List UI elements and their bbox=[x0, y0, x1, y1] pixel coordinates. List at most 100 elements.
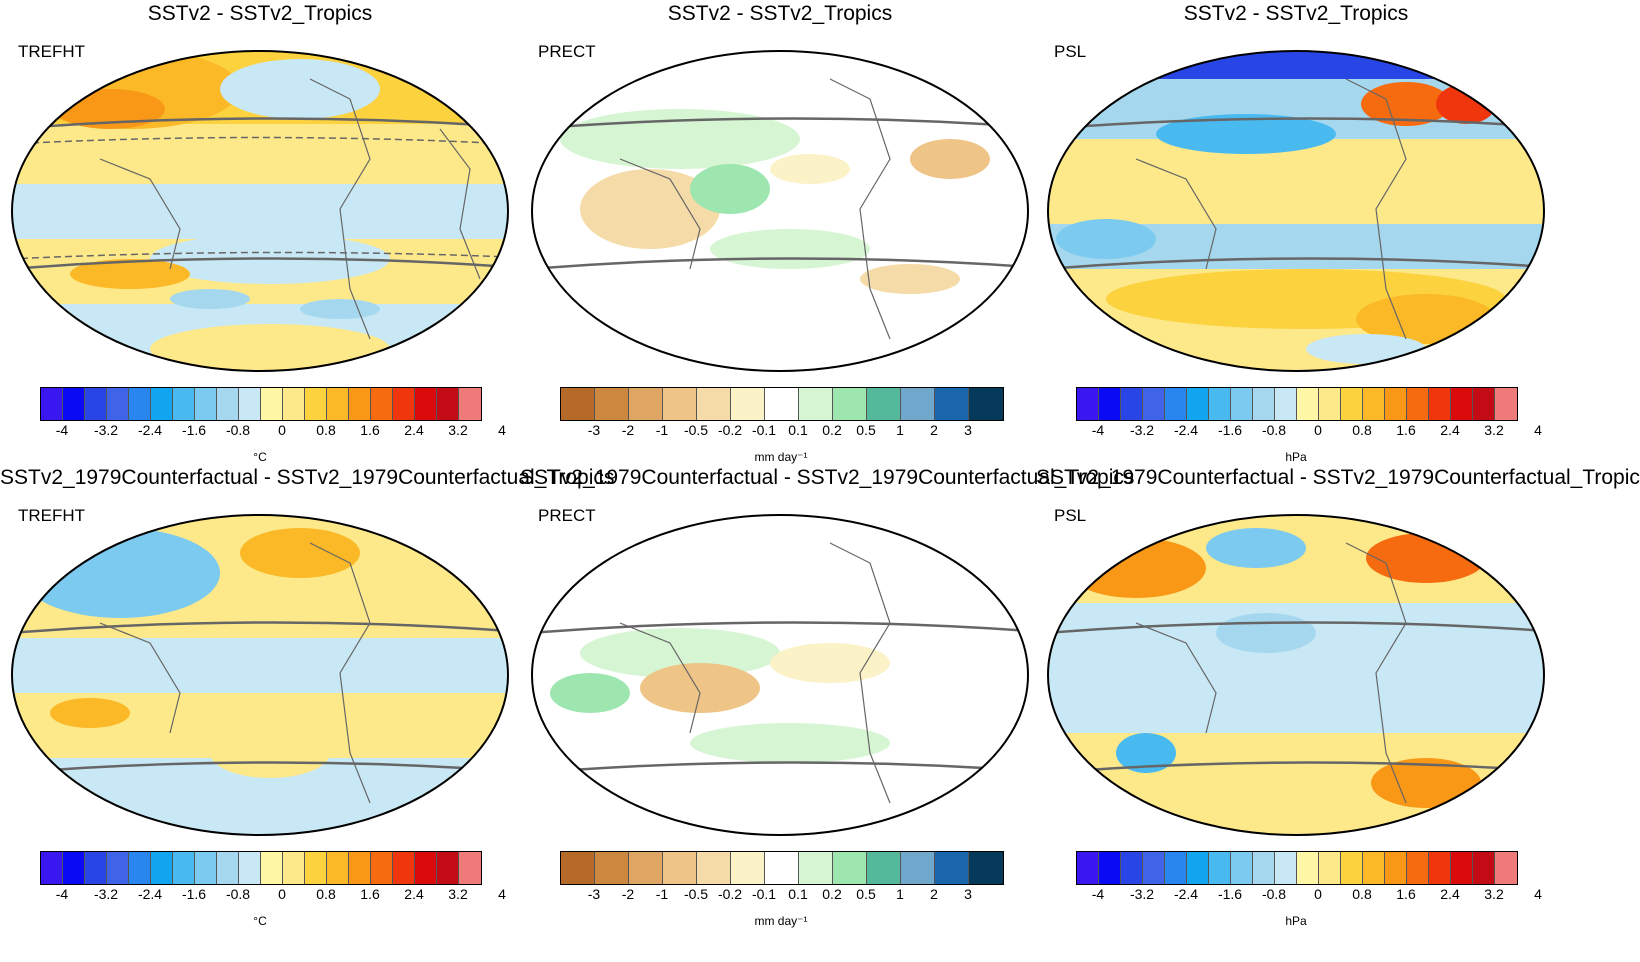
colorbar-box bbox=[107, 388, 129, 420]
colorbar-box bbox=[1429, 852, 1451, 884]
colorbar-tick-label: -0.1 bbox=[751, 422, 777, 438]
colorbar-box bbox=[217, 388, 239, 420]
unit-label: °C bbox=[253, 914, 267, 928]
colorbar-tick-label: 0.2 bbox=[822, 886, 842, 902]
colorbar-tick-label: -1.6 bbox=[1217, 422, 1243, 438]
colorbar-tick-label: 3.2 bbox=[1484, 886, 1504, 902]
colorbar-box bbox=[1451, 388, 1473, 420]
colorbar-box bbox=[1077, 388, 1099, 420]
colorbar-box bbox=[195, 852, 217, 884]
panel-psl-bottom: SSTv2_1979Counterfactual - SSTv2_1979Cou… bbox=[1036, 466, 1640, 928]
colorbar-tick-label: 3 bbox=[964, 422, 972, 438]
unit-label: mm day⁻¹ bbox=[754, 450, 808, 464]
colorbar-box bbox=[595, 852, 629, 884]
colorbar-ticks: -4 -3.2 -2.4 -1.6 -0.8 0 0.8 1.6 2.4 3.2 4 bbox=[40, 886, 506, 906]
colorbar-box bbox=[349, 852, 371, 884]
colorbar-box bbox=[63, 388, 85, 420]
colorbar-box bbox=[1253, 388, 1275, 420]
colorbar-tick-label: 0.8 bbox=[1352, 422, 1372, 438]
variable-label: TREFHT bbox=[18, 506, 86, 525]
colorbar-box bbox=[1429, 388, 1451, 420]
variable-label: PSL bbox=[1054, 506, 1087, 525]
colorbar-box bbox=[1495, 388, 1517, 420]
colorbar-tick-label: 1 bbox=[896, 422, 904, 438]
colorbar-box bbox=[765, 388, 799, 420]
colorbar-tick-label: 2.4 bbox=[1440, 886, 1460, 902]
colorbar-tick-label: 0.2 bbox=[822, 422, 842, 438]
colorbar-box bbox=[1495, 852, 1517, 884]
unit-label: mm day⁻¹ bbox=[754, 914, 808, 928]
colorbar-tick-label: 4 bbox=[1534, 422, 1542, 438]
variable-label: PRECT bbox=[538, 42, 596, 61]
colorbar-box bbox=[371, 852, 393, 884]
colorbar-box bbox=[1385, 852, 1407, 884]
colorbar-tick-label: -1 bbox=[655, 422, 669, 438]
colorbar-tick-label: -0.8 bbox=[225, 886, 251, 902]
colorbar-box bbox=[1165, 852, 1187, 884]
colorbar-ticks: -3 -2 -1 -0.5 -0.2 -0.1 0.1 0.2 0.5 1 2 3 bbox=[560, 422, 1002, 442]
colorbar-tick-label: -1 bbox=[655, 886, 669, 902]
colorbar-tick-label: 0.5 bbox=[856, 886, 876, 902]
colorbar bbox=[40, 387, 482, 421]
colorbar-box bbox=[195, 388, 217, 420]
colorbar-box bbox=[239, 852, 261, 884]
colorbar-tick-label: 3.2 bbox=[448, 886, 468, 902]
colorbar-box bbox=[1143, 388, 1165, 420]
colorbar-box bbox=[437, 852, 459, 884]
variable-label: PSL bbox=[1054, 42, 1087, 61]
panel-title: SSTv2_1979Counterfactual - SSTv2_1979Cou… bbox=[1036, 466, 1640, 489]
colorbar-box bbox=[595, 388, 629, 420]
colorbar-box bbox=[1297, 388, 1319, 420]
colorbar-tick-label: 0 bbox=[1314, 886, 1322, 902]
colorbar-tick-label: 3 bbox=[964, 886, 972, 902]
colorbar-box bbox=[393, 852, 415, 884]
colorbar-tick-label: -0.5 bbox=[683, 422, 709, 438]
colorbar-box bbox=[305, 388, 327, 420]
colorbar-box bbox=[1275, 852, 1297, 884]
colorbar-tick-label: -1.6 bbox=[181, 886, 207, 902]
colorbar-box bbox=[663, 388, 697, 420]
colorbar bbox=[1076, 387, 1518, 421]
colorbar-box bbox=[239, 388, 261, 420]
colorbar-tick-label: 0.5 bbox=[856, 422, 876, 438]
colorbar-box bbox=[1121, 852, 1143, 884]
colorbar-box bbox=[1407, 388, 1429, 420]
colorbar-tick-label: 1.6 bbox=[360, 422, 380, 438]
colorbar-tick-label: 0.8 bbox=[316, 886, 336, 902]
colorbar-box bbox=[1231, 852, 1253, 884]
colorbar-tick-label: 2.4 bbox=[404, 886, 424, 902]
colorbar-box bbox=[327, 388, 349, 420]
map-psl-bottom bbox=[1047, 514, 1545, 836]
colorbar-box bbox=[129, 388, 151, 420]
colorbar-box bbox=[459, 388, 481, 420]
colorbar-box bbox=[151, 852, 173, 884]
colorbar-box bbox=[261, 852, 283, 884]
panel-psl-top: SSTv2 - SSTv2_Tropics PSL -4 -3.2 -2.4 -1.6… bbox=[1036, 2, 1556, 464]
variable-label: PRECT bbox=[538, 506, 596, 525]
colorbar-box bbox=[765, 852, 799, 884]
colorbar-tick-label: -0.5 bbox=[683, 886, 709, 902]
colorbar-tick-label: 0.1 bbox=[788, 886, 808, 902]
panel-title: SSTv2_1979Counterfactual - SSTv2_1979Cou… bbox=[0, 466, 615, 489]
colorbar-box bbox=[1275, 388, 1297, 420]
colorbar-box bbox=[283, 388, 305, 420]
colorbar-box bbox=[173, 852, 195, 884]
colorbar-box bbox=[1451, 852, 1473, 884]
colorbar-tick-label: -0.8 bbox=[1261, 422, 1287, 438]
colorbar-box bbox=[41, 388, 63, 420]
colorbar-tick-label: -0.1 bbox=[751, 886, 777, 902]
colorbar-box bbox=[63, 852, 85, 884]
colorbar-tick-label: 0 bbox=[278, 422, 286, 438]
map-psl-top bbox=[1047, 50, 1545, 372]
colorbar-tick-label: 4 bbox=[498, 886, 506, 902]
colorbar-tick-label: -2.4 bbox=[1173, 886, 1199, 902]
colorbar-tick-label: -4 bbox=[55, 886, 69, 902]
colorbar-box bbox=[1143, 852, 1165, 884]
panel-prect-top: SSTv2 - SSTv2_Tropics PRECT -3 -2 -1 -0.5 -0… bbox=[520, 2, 1040, 464]
colorbar-tick-label: 0.1 bbox=[788, 422, 808, 438]
colorbar-tick-label: -3 bbox=[587, 886, 601, 902]
colorbar-box bbox=[1077, 852, 1099, 884]
colorbar-box bbox=[129, 852, 151, 884]
colorbar-box bbox=[697, 852, 731, 884]
colorbar-box bbox=[1297, 852, 1319, 884]
